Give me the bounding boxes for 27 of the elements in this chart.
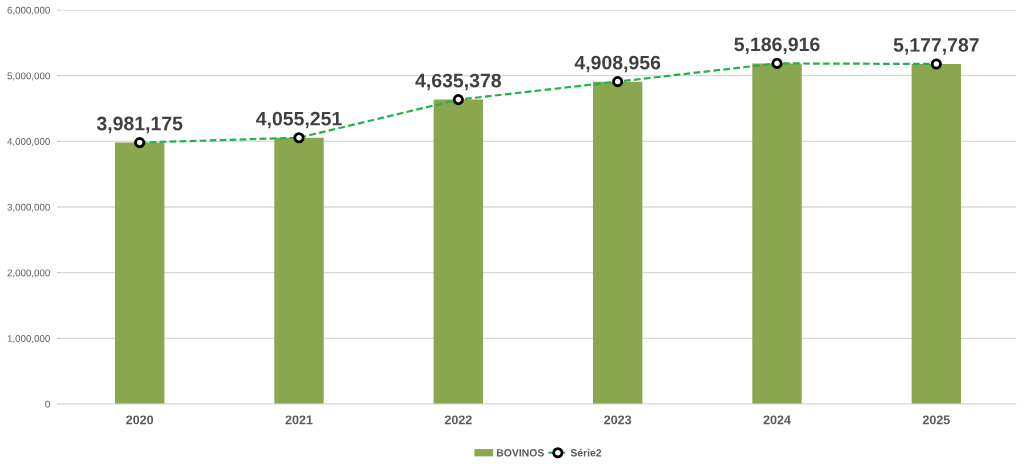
data-label: 5,177,787 [893, 38, 979, 55]
bar [114, 142, 165, 404]
data-label: 4,635,378 [415, 73, 501, 91]
x-tick-label: 2021 [285, 415, 313, 425]
y-tick-label: 3,000,000 [7, 203, 50, 212]
x-tick-label: 2020 [126, 415, 154, 425]
bar [592, 81, 643, 404]
y-tick-label: 6,000,000 [7, 6, 50, 15]
legend-label: BOVINOS [496, 449, 544, 457]
y-tick-label: 0 [45, 400, 50, 408]
y-tick-label: 2,000,000 [7, 269, 50, 278]
data-label: 4,055,251 [256, 111, 342, 129]
data-label: 5,186,916 [734, 37, 820, 55]
bar [752, 63, 802, 404]
bar [274, 137, 324, 404]
x-tick-label: 2024 [763, 415, 791, 425]
data-label: 4,908,956 [574, 55, 661, 73]
y-tick-label: 1,000,000 [7, 335, 50, 344]
y-tick-label: 4,000,000 [7, 138, 50, 147]
bar [911, 63, 962, 404]
x-tick-label: 2025 [922, 415, 950, 425]
legend-label: Série2 [570, 448, 602, 457]
data-label: 3,981,175 [96, 116, 183, 134]
x-tick-label: 2022 [444, 415, 472, 425]
x-tick-label: 2023 [604, 415, 632, 425]
y-tick-label: 5,000,000 [7, 72, 50, 81]
bar [433, 99, 484, 404]
